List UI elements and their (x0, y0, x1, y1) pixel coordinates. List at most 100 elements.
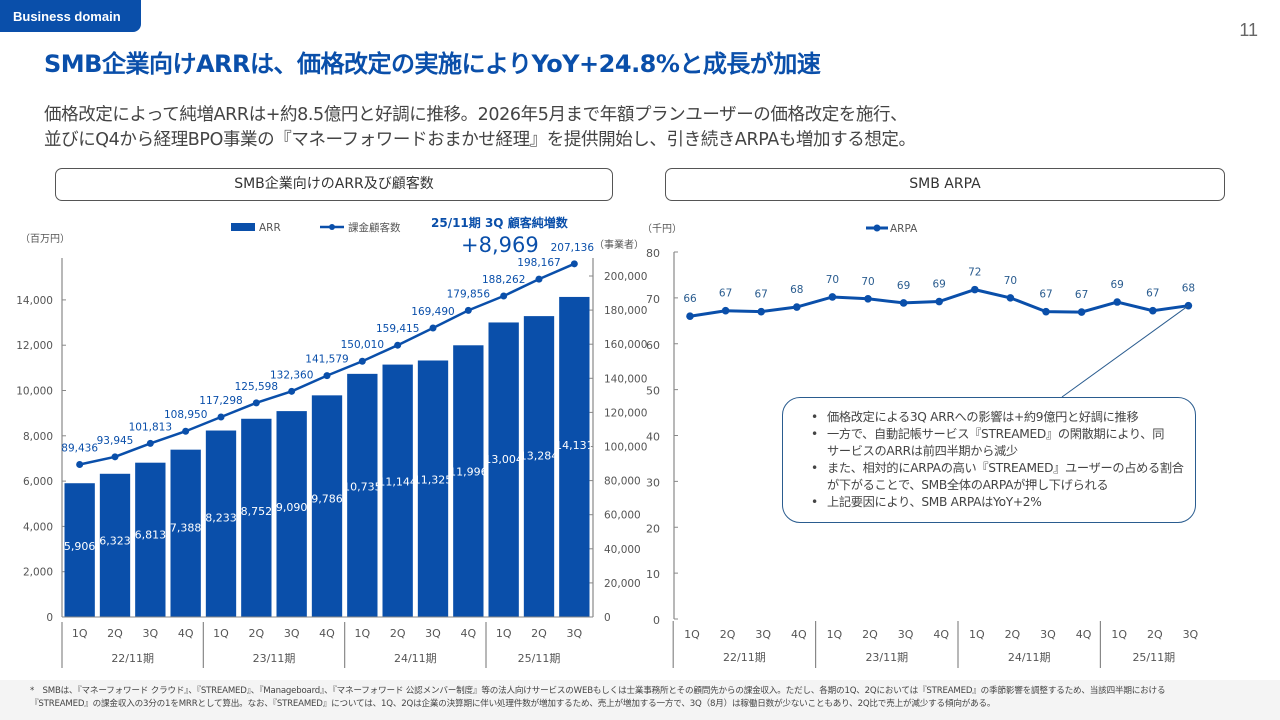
customers-point (146, 439, 154, 447)
x-tick-label: 4Q (178, 627, 194, 640)
callout-item: 一方で、自動記帳サービス『STREAMED』の閑散期により、同サービスのARRは… (811, 426, 1195, 460)
callout-item: 上記要因により、SMB ARPAはYoY+2% (811, 494, 1195, 511)
right-y-tick-label: 120,000 (604, 407, 647, 419)
x-tick-label: 1Q (72, 627, 88, 640)
page-subtitle: 価格改定によって純増ARRは+約8.5億円と好調に推移。2026年5月まで年額プ… (44, 103, 916, 153)
callout-item-line: が下がることで、SMB全体のARPAが押し下げられる (827, 478, 1109, 492)
footnote-line: * SMBは、『マネーフォワード クラウド』、『STREAMED』、『Manag… (30, 686, 1166, 696)
customers-point-label: 169,490 (411, 306, 454, 318)
arr-bar (170, 449, 201, 617)
right-y-tick-label: 60,000 (604, 510, 641, 522)
arpa-group-label: 25/11期 (1132, 651, 1175, 664)
arr-bar (453, 345, 484, 617)
left-y-tick-label: 2,000 (23, 567, 53, 579)
right-panel-header: SMB ARPA (665, 168, 1225, 201)
arpa-point (935, 297, 943, 306)
arr-bar (64, 483, 95, 617)
right-y-tick-label: 200,000 (604, 271, 647, 283)
net-increase-value: +8,969 (461, 233, 539, 257)
arpa-point (757, 307, 765, 316)
left-y-tick-label: 6,000 (23, 476, 53, 488)
x-tick-label: 3Q (425, 627, 441, 640)
left-y-tick-label: 14,000 (16, 295, 53, 307)
customers-point (394, 341, 402, 349)
customers-point-label: 101,813 (129, 421, 172, 433)
x-tick-label: 2Q (107, 627, 123, 640)
arr-bar-label: 8,233 (205, 511, 237, 524)
arpa-point (793, 303, 801, 311)
customers-point (500, 292, 508, 300)
arpa-point-label: 70 (826, 274, 839, 286)
callout-item-line: 一方で、自動記帳サービス『STREAMED』の閑散期により、同 (827, 427, 1165, 441)
customers-point (429, 324, 437, 332)
x-tick-label: 2Q (248, 627, 264, 640)
customers-point-label: 159,415 (376, 323, 419, 335)
customers-point (288, 387, 296, 395)
customers-point-label: 125,598 (235, 381, 278, 393)
left-y-tick-label: 8,000 (23, 431, 53, 443)
arpa-x-tick-label: 4Q (1076, 628, 1092, 641)
arr-bar (311, 395, 343, 617)
arpa-x-tick-label: 3Q (1183, 628, 1199, 641)
customers-point-label: 150,010 (341, 339, 384, 351)
arpa-x-tick-label: 3Q (755, 628, 771, 641)
subtitle-line: 並びにQ4から経理BPO事業の『マネーフォワードおまかせ経理』を提供開始し、引き… (44, 130, 916, 150)
arr-bar-label: 10,735 (343, 481, 382, 494)
x-tick-label: 4Q (319, 627, 335, 640)
left-y-tick-label: 12,000 (16, 340, 53, 352)
arr-bar (488, 322, 519, 617)
arpa-point (1077, 308, 1086, 316)
net-increase-title: 25/11期 3Q 顧客純増数 (431, 215, 569, 230)
x-tick-label: 4Q (460, 627, 476, 640)
customers-point (570, 260, 578, 268)
right-y-tick-label: 100,000 (604, 442, 647, 454)
group-label: 24/11期 (394, 652, 437, 665)
x-tick-label: 3Q (284, 627, 300, 640)
arpa-point-label: 68 (790, 284, 803, 296)
left-y-tick-label: 4,000 (23, 521, 53, 533)
arr-bar-label: 7,388 (170, 522, 202, 535)
page-title: SMB企業向けARRは、価格改定の実施によりYoY+24.8%と成長が加速 (44, 50, 821, 78)
customers-point-label: 198,167 (517, 257, 560, 269)
customers-point-label: 179,856 (447, 288, 491, 300)
arr-bar-label: 13,284 (520, 450, 559, 463)
arr-bar-label: 11,144 (378, 476, 417, 489)
arpa-point (1042, 307, 1050, 316)
arr-bar-label: 6,813 (135, 529, 167, 542)
arpa-x-tick-label: 2Q (862, 628, 878, 641)
customers-point-label: 93,945 (97, 435, 134, 447)
arpa-point (1006, 294, 1015, 302)
right-y-tick-label: 80,000 (604, 476, 641, 488)
right-y-tick-label: 0 (604, 612, 611, 624)
legend-arpa-label: ARPA (890, 223, 918, 235)
group-label: 22/11期 (111, 652, 154, 665)
right-y-tick-label: 40,000 (604, 544, 641, 556)
arr-bar (135, 462, 166, 617)
arpa-x-tick-label: 1Q (684, 628, 700, 641)
arpa-point-label: 67 (719, 288, 732, 300)
arpa-x-tick-label: 4Q (933, 628, 949, 641)
arpa-point-label: 69 (897, 280, 910, 292)
arpa-point-label: 67 (1075, 289, 1088, 301)
customers-point (252, 399, 260, 407)
callout-item: 価格改定による3Q ARRへの影響は+約9億円と好調に推移 (811, 409, 1195, 426)
footnote: * SMBは、『マネーフォワード クラウド』、『STREAMED』、『Manag… (0, 680, 1280, 720)
arpa-callout: 価格改定による3Q ARRへの影響は+約9億円と好調に推移一方で、自動記帳サービ… (782, 397, 1196, 523)
arpa-y-axis-label: （千円） (642, 223, 682, 235)
right-y-tick-label: 140,000 (604, 373, 647, 385)
legend-customers-label: 課金顧客数 (348, 221, 401, 234)
arpa-point-label: 67 (1039, 289, 1052, 301)
arpa-x-tick-label: 3Q (1040, 628, 1056, 641)
arpa-group-label: 22/11期 (723, 651, 766, 664)
customers-point (535, 275, 543, 283)
arr-bar (523, 316, 555, 617)
group-label: 25/11期 (518, 652, 561, 665)
arpa-y-tick-label: 0 (653, 614, 660, 627)
callout-item-line: また、相対的にARPAの高い『STREAMED』ユーザーの占める割合 (827, 461, 1184, 475)
arpa-y-tick-label: 60 (646, 339, 660, 352)
customers-point-label: 141,579 (305, 354, 348, 366)
left-y-tick-label: 0 (46, 612, 53, 624)
arpa-x-tick-label: 3Q (898, 628, 914, 641)
legend-arr-label: ARR (259, 222, 281, 234)
arpa-point-label: 67 (1146, 288, 1159, 300)
